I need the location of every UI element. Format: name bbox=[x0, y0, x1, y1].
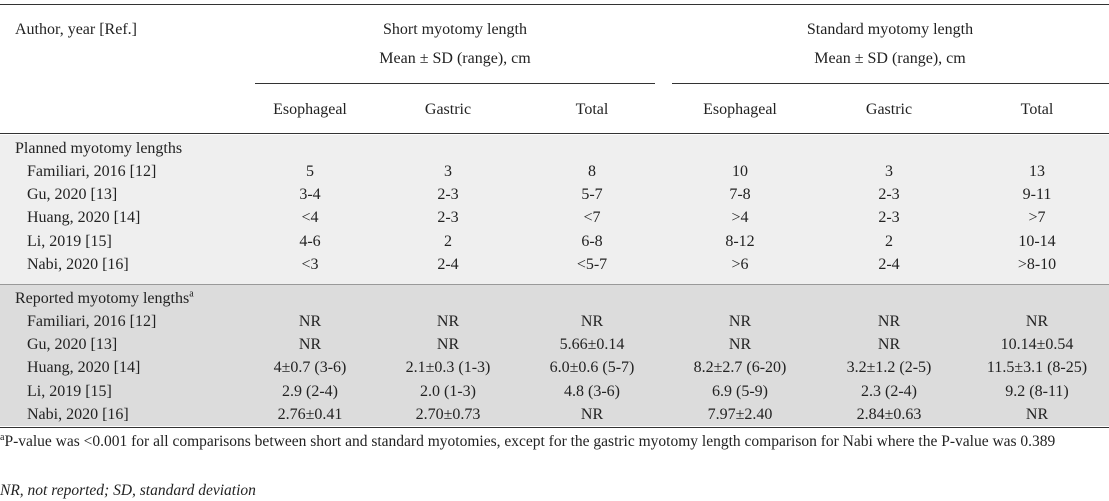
cell: 2-4 bbox=[878, 255, 900, 273]
cell: NR bbox=[728, 336, 752, 354]
row-label: Familiari, 2016 [12] bbox=[27, 313, 157, 330]
cell: 2.70±0.73 bbox=[415, 405, 481, 423]
cell: 10 bbox=[732, 163, 748, 180]
cell: NR bbox=[1025, 405, 1049, 423]
column-header: Esophageal bbox=[273, 101, 347, 118]
cell: 2.84±0.63 bbox=[856, 405, 922, 423]
cell: 2-3 bbox=[878, 186, 900, 204]
cell: 2-3 bbox=[878, 209, 900, 227]
cell: 4.8 (3-6) bbox=[564, 382, 620, 400]
cell: 10-14 bbox=[1018, 232, 1056, 250]
bottom-rule bbox=[0, 427, 1109, 428]
cell: <7 bbox=[583, 209, 601, 227]
column-header: Gastric bbox=[865, 101, 913, 118]
column-header: Gastric bbox=[424, 101, 472, 118]
row-label: Gu, 2020 [13] bbox=[27, 186, 118, 204]
cell: 8 bbox=[588, 163, 596, 180]
header-rule bbox=[0, 133, 1109, 134]
row-label: Huang, 2020 [14] bbox=[27, 359, 141, 377]
cell: 6.9 (5-9) bbox=[712, 382, 768, 400]
cell: 8.2±2.7 (6-20) bbox=[693, 359, 787, 377]
cell: 2.0 (1-3) bbox=[420, 382, 476, 400]
group-subtitle: Mean ± SD (range), cm bbox=[379, 50, 531, 67]
cell: >8-10 bbox=[1017, 255, 1057, 273]
cell: 5 bbox=[306, 163, 314, 180]
column-header: Total bbox=[575, 101, 609, 118]
cell: 6.0±0.6 (5-7) bbox=[549, 359, 635, 377]
cell: 2.3 (2-4) bbox=[861, 382, 917, 400]
column-header: Author, year [Ref.] bbox=[15, 21, 137, 38]
cell: 3 bbox=[444, 163, 452, 180]
cell: 2-4 bbox=[437, 255, 459, 273]
cell: NR bbox=[436, 336, 460, 354]
column-header: Esophageal bbox=[703, 101, 777, 118]
cell: 11.5±3.1 (8-25) bbox=[986, 359, 1088, 377]
cell: 3.2±1.2 (2-5) bbox=[846, 359, 932, 377]
cell: 2.1±0.3 (1-3) bbox=[405, 359, 491, 377]
cell: NR bbox=[298, 336, 322, 354]
cell: 2-3 bbox=[437, 209, 459, 227]
cell: 4±0.7 (3-6) bbox=[273, 359, 347, 377]
cell: NR bbox=[436, 313, 460, 330]
footnote: NR, not reported; SD, standard deviation bbox=[0, 482, 256, 499]
cell: 8-12 bbox=[725, 232, 755, 250]
group-title: Standard myotomy length bbox=[806, 21, 974, 38]
row-label: Nabi, 2020 [16] bbox=[27, 255, 129, 273]
cell: 2 bbox=[885, 232, 893, 250]
footnote: aP-value was <0.001 for all comparisons … bbox=[0, 431, 1106, 452]
cell: 4-6 bbox=[299, 232, 321, 250]
cell: <3 bbox=[301, 255, 319, 273]
cell: <4 bbox=[301, 209, 319, 227]
group-rule bbox=[255, 83, 655, 84]
footnote-text: P-value was <0.001 for all comparisons b… bbox=[4, 433, 1056, 450]
cell: NR bbox=[298, 313, 322, 330]
cell: 2 bbox=[444, 232, 452, 250]
top-rule bbox=[0, 4, 1109, 5]
cell: 3 bbox=[885, 163, 893, 180]
cell: >7 bbox=[1028, 209, 1046, 227]
cell: 10.14±0.54 bbox=[1000, 336, 1074, 354]
cell: NR bbox=[728, 313, 752, 330]
cell: 7-8 bbox=[729, 186, 751, 204]
cell: 5.66±0.14 bbox=[559, 336, 625, 354]
row-label: Nabi, 2020 [16] bbox=[27, 405, 129, 423]
row-label: Li, 2019 [15] bbox=[27, 382, 112, 400]
row-label: Gu, 2020 [13] bbox=[27, 336, 118, 354]
cell: >6 bbox=[731, 255, 749, 273]
cell: 2-3 bbox=[437, 186, 459, 204]
row-label: Familiari, 2016 [12] bbox=[27, 163, 157, 180]
section-band bbox=[0, 285, 1109, 426]
cell: 5-7 bbox=[581, 186, 603, 204]
column-header: Total bbox=[1020, 101, 1054, 118]
cell: NR bbox=[580, 313, 604, 330]
superscript: a bbox=[0, 431, 5, 443]
group-title: Short myotomy length bbox=[383, 21, 527, 38]
row-label: Li, 2019 [15] bbox=[27, 232, 112, 250]
group-rule bbox=[672, 83, 1109, 84]
cell: NR bbox=[1025, 313, 1049, 330]
cell: 13 bbox=[1029, 163, 1045, 180]
cell: 7.97±2.40 bbox=[707, 405, 773, 423]
section-label: Reported myotomy lengthsa bbox=[15, 288, 194, 307]
cell: 2.9 (2-4) bbox=[282, 382, 338, 400]
cell: NR bbox=[580, 405, 604, 423]
group-subtitle: Mean ± SD (range), cm bbox=[814, 50, 966, 67]
cell: 3-4 bbox=[299, 186, 321, 204]
cell: >4 bbox=[731, 209, 749, 227]
cell: <5-7 bbox=[576, 255, 608, 273]
cell: 9-11 bbox=[1022, 186, 1052, 204]
section-label: Planned myotomy lengths bbox=[15, 140, 183, 157]
superscript: a bbox=[189, 288, 194, 300]
cell: NR bbox=[877, 313, 901, 330]
cell: NR bbox=[877, 336, 901, 354]
cell: 6-8 bbox=[581, 232, 603, 250]
cell: 9.2 (8-11) bbox=[1005, 382, 1069, 400]
section-band bbox=[0, 135, 1109, 284]
row-label: Huang, 2020 [14] bbox=[27, 209, 141, 227]
cell: 2.76±0.41 bbox=[277, 405, 343, 423]
section-rule bbox=[0, 284, 1109, 285]
